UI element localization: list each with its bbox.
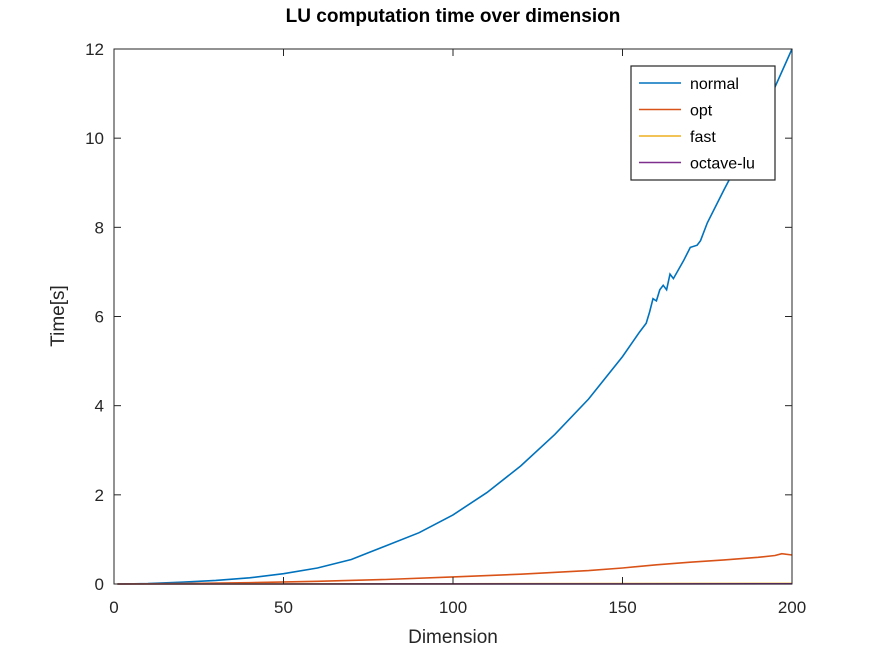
y-axis-label: Time[s] (48, 285, 69, 347)
legend-label-normal: normal (690, 76, 739, 93)
legend-label-octave-lu: octave-lu (690, 156, 755, 173)
legend: normal opt fast octave-lu (630, 65, 776, 181)
y-tick-label: 6 (95, 308, 104, 327)
y-tick-label: 2 (95, 486, 104, 505)
legend-box (630, 65, 776, 181)
y-tick-label: 0 (95, 575, 104, 594)
y-tick-label: 10 (85, 129, 104, 148)
x-axis-label: Dimension (408, 627, 498, 648)
x-tick-label: 200 (778, 598, 806, 617)
x-tick-label: 50 (274, 598, 293, 617)
x-tick-label: 100 (439, 598, 467, 617)
legend-label-opt: opt (690, 103, 713, 120)
y-tick-label: 8 (95, 218, 104, 237)
x-tick-label: 150 (608, 598, 636, 617)
series-line-normal (117, 48, 793, 585)
axis-ticks: 0 50 100 150 200 0 2 4 6 8 10 12 (85, 40, 806, 617)
chart-title: LU computation time over dimension (286, 6, 621, 27)
legend-label-fast: fast (690, 129, 716, 146)
y-tick-label: 12 (85, 40, 104, 59)
x-tick-label: 0 (109, 598, 118, 617)
y-tick-label: 4 (95, 397, 104, 416)
